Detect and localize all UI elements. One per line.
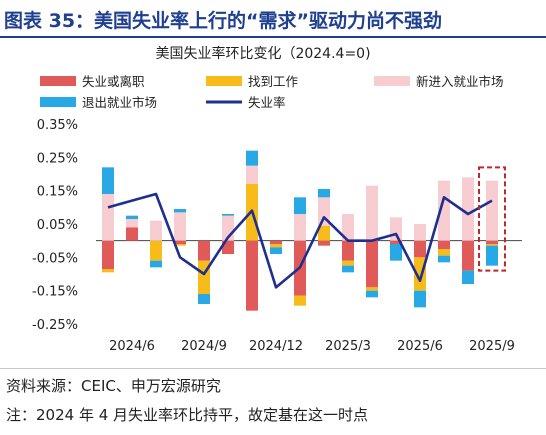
bar-new_entrants [150,220,162,241]
bar-job_finders_entrants [294,295,306,306]
bar-exit_labor [198,294,210,304]
y-tick-label: -0.05% [32,251,78,266]
legend-label-job_losers: 失业或离职 [82,74,145,89]
y-tick-label: 0.05% [37,218,78,233]
legend-item-exit_labor: 退出就业市场 [40,95,157,110]
bar-exit_labor [102,167,114,194]
bar-new_entrants [414,224,426,241]
y-tick-label: -0.25% [32,318,78,333]
bar-job_losers [102,240,114,269]
x-tick-label: 2025/3 [325,339,371,354]
note-text: 注：2024 年 4 月失业率环比持平，故定基在这一时点 [6,406,369,424]
bar-exit_labor [462,270,474,284]
bar-exit_labor [438,255,450,263]
x-tick-label: 2024/12 [249,339,303,354]
bar-job_losers [318,240,330,246]
bar-exit_labor [318,189,330,198]
bar-job_losers [390,240,402,244]
bar-exit_labor [270,247,282,254]
bar-exit_labor [390,244,402,261]
bar-job_finders_entrants [150,240,162,261]
legend-swatch-new_entrants [374,76,410,86]
x-tick-label: 2024/9 [181,339,227,354]
unemployment-chart: 美国失业率环比变化（2024.4=0) 失业或离职 找到工作 新进入就业市场退出就业… [32,45,522,354]
bar-job_losers [174,240,186,244]
bar-job_losers [366,240,378,288]
chart-title: 美国失业率环比变化（2024.4=0) [155,45,370,62]
bar-new_entrants [126,219,138,228]
bar-exit_labor [342,265,354,273]
legend-item-unemployment: 失业率 [206,95,286,110]
chart-line [107,192,493,289]
chart-annotations [478,166,506,272]
bar-job_losers [126,227,138,241]
bar-job_finders_entrants [102,269,114,273]
legend-label-new_entrants: 新进入就业市场 [416,74,504,89]
legend-item-job_finders_entrants: 找到工作 [206,74,299,89]
bar-exit_labor [150,260,162,268]
bar-new_entrants [438,180,450,241]
x-tick-label: 2025/9 [469,339,515,354]
legend-item-new_entrants: 新进入就业市场 [374,74,504,89]
bar-exit_labor [366,290,378,298]
header-rule [0,36,546,38]
bar-job_losers [462,240,474,271]
legend-swatch-job_finders_entrants [206,76,242,86]
bar-job_finders_entrants [270,244,282,248]
chart-axes: 0.35% 0.25% 0.15% 0.05% -0.05% -0.15% -0.25% 20… [32,118,522,354]
legend-label-unemployment: 失业率 [248,95,286,110]
legend-swatch-job_losers [40,76,76,86]
bar-new_entrants [462,177,474,241]
bar-job_finders_entrants [342,260,354,266]
bar-job_finders_entrants [438,249,450,256]
y-tick-label: 0.35% [37,118,78,133]
figure-title: 图表 35：美国失业率上行的“需求”驱动力尚不强劲 [4,10,443,32]
y-tick-label: -0.15% [32,285,78,300]
x-tick-label: 2024/6 [109,339,155,354]
bar-job_losers [270,240,282,244]
bar-job_finders_entrants [366,287,378,291]
bar-exit_labor [486,245,498,266]
bar-exit_labor [414,290,426,308]
bar-job_losers [414,240,426,258]
highlight-box [478,166,506,272]
bar-job_losers [486,240,498,244]
bar-exit_labor [222,214,234,216]
footer-divider [0,368,546,369]
y-tick-label: 0.25% [37,151,78,166]
bar-exit_labor [294,197,306,214]
y-tick-label: 0.15% [37,185,78,200]
figure-header: 图表 35：美国失业率上行的“需求”驱动力尚不强劲 [0,0,546,38]
legend-label-job_finders_entrants: 找到工作 [248,74,299,89]
bar-job_losers [342,240,354,261]
bar-job_finders_entrants [174,244,186,246]
bar-new_entrants [390,217,402,241]
bar-exit_labor [126,215,138,219]
line-unemployment [107,192,493,289]
legend-label-exit_labor: 退出就业市场 [82,95,157,110]
bar-new_entrants [294,214,306,241]
bar-job_finders_entrants [486,244,498,246]
bar-new_entrants [342,214,354,241]
bar-new_entrants [366,185,378,241]
source-text: 资料来源：CEIC、申万宏源研究 [6,377,221,395]
chart-bars [102,150,498,311]
legend-swatch-exit_labor [40,97,76,107]
legend-item-job_losers: 失业或离职 [40,74,145,89]
bar-new_entrants [102,194,114,241]
x-tick-label: 2025/6 [397,339,443,354]
bar-job_losers [198,240,210,261]
bar-job_losers [246,240,258,311]
bar-job_losers [438,240,450,249]
bar-job_finders_entrants [318,225,330,241]
bar-new_entrants [246,165,258,184]
bar-exit_labor [174,209,186,213]
bar-new_entrants [486,180,498,241]
bar-new_entrants [174,212,186,241]
bar-exit_labor [246,150,258,166]
